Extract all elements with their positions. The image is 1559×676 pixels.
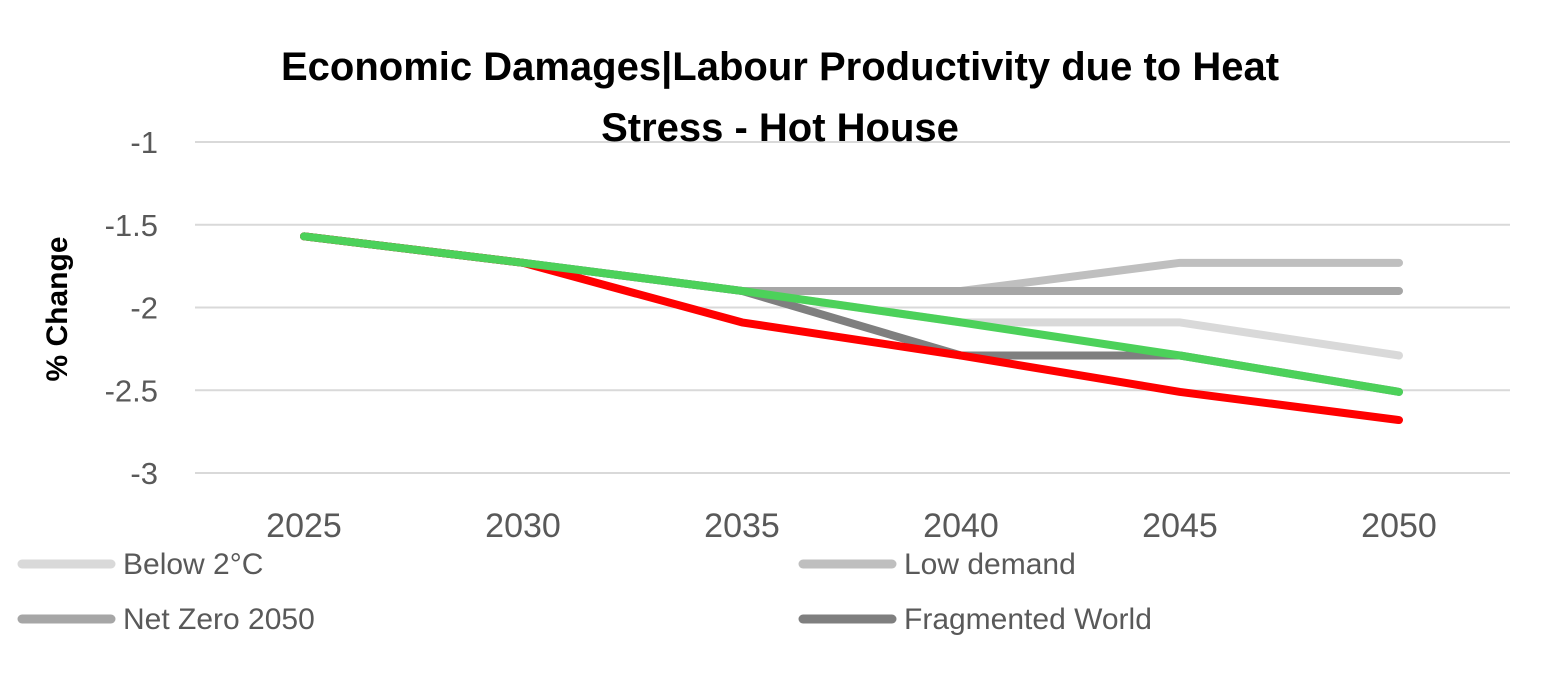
- chart-title-line-1: Economic Damages|Labour Productivity due…: [281, 45, 1279, 89]
- series-line-5: [300, 232, 1403, 396]
- legend-label-2: Net Zero 2050: [123, 603, 315, 636]
- x-tick-label-4: 2045: [1142, 507, 1218, 545]
- y-axis-label: % Change: [41, 236, 74, 381]
- legend-label-3: Fragmented World: [904, 603, 1152, 636]
- legend-label-0: Below 2°C: [123, 548, 263, 581]
- y-tick-label-2: -2: [130, 291, 158, 326]
- x-tick-label-5: 2050: [1361, 507, 1437, 545]
- chart-title-line-2: Stress - Hot House: [601, 106, 959, 150]
- legend-label-1: Low demand: [904, 548, 1076, 581]
- y-tick-label-4: -3: [130, 456, 158, 491]
- x-tick-label-2: 2035: [704, 507, 780, 545]
- x-tick-label-0: 2025: [266, 507, 342, 545]
- series-lines: [300, 232, 1403, 425]
- series-line-1: [300, 232, 1403, 295]
- y-tick-label-1: -1.5: [105, 208, 158, 243]
- y-tick-label-3: -2.5: [105, 373, 158, 408]
- legend: Below 2°C Low demand Net Zero 2050 Fragment…: [17, 548, 1152, 636]
- x-axis-ticks: 2025 2030 2035 2040 2045 2050: [266, 507, 1437, 545]
- x-tick-label-3: 2040: [923, 507, 999, 545]
- y-axis-ticks: -1 -1.5 -2 -2.5 -3: [105, 125, 158, 491]
- x-tick-label-1: 2030: [485, 507, 561, 545]
- y-tick-label-0: -1: [130, 125, 158, 160]
